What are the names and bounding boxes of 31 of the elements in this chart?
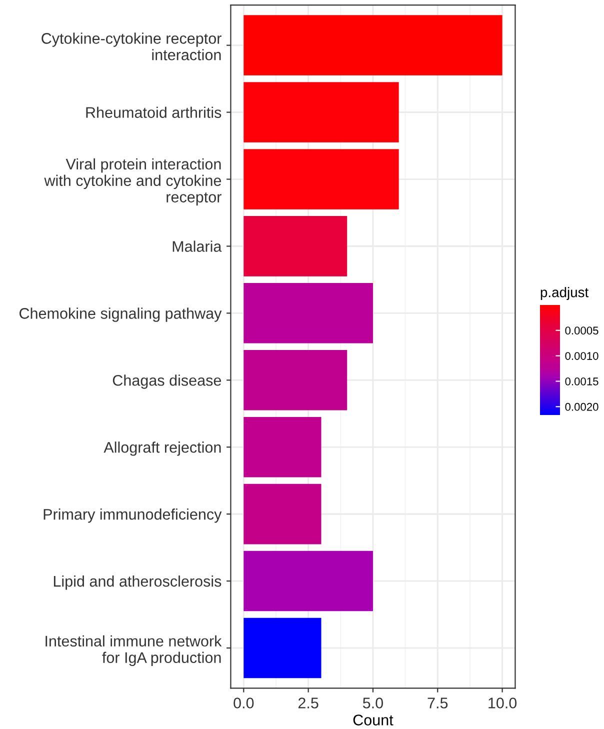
bar bbox=[244, 618, 322, 678]
bar bbox=[244, 216, 348, 276]
y-tick-label: Intestinal immune network for IgA production bbox=[46, 635, 222, 666]
bar bbox=[244, 15, 502, 76]
x-tick-label: 7.5 bbox=[428, 698, 448, 708]
bar bbox=[244, 82, 399, 142]
color-bar-label: 0.0020 bbox=[565, 402, 598, 411]
y-tick-label: Viral protein interaction with cytokine and cytokine receptor bbox=[44, 158, 222, 206]
color-bar-label: 0.0010 bbox=[565, 352, 598, 360]
x-tick-label: 0.0 bbox=[234, 698, 254, 708]
y-tick-label: Rheumatoid arthritis bbox=[86, 106, 222, 118]
bar bbox=[244, 416, 322, 478]
y-tick-label: Cytokine-cytokine receptor interaction bbox=[42, 32, 222, 60]
y-tick-label: Chemokine signaling pathway bbox=[20, 308, 222, 322]
y-tick-label: Malaria bbox=[172, 240, 222, 252]
x-tick-label: 10.0 bbox=[488, 698, 517, 708]
bar bbox=[244, 283, 373, 344]
color-bar-title: p.adjust bbox=[540, 287, 589, 300]
y-tick-label: Allograft rejection bbox=[104, 442, 221, 456]
y-tick-label: Chagas disease bbox=[112, 374, 222, 389]
bar bbox=[244, 149, 399, 210]
color-bar-label: 0.0005 bbox=[565, 326, 598, 335]
x-tick-label: 5.0 bbox=[362, 698, 383, 708]
bar bbox=[244, 550, 373, 612]
y-tick-label: Lipid and atherosclerosis bbox=[54, 575, 222, 590]
x-axis-title: Count bbox=[353, 714, 394, 726]
color-bar-label: 0.0015 bbox=[565, 378, 598, 386]
bar bbox=[244, 350, 348, 410]
bar bbox=[244, 484, 322, 544]
y-tick-label: Primary immunodeficiency bbox=[44, 508, 222, 523]
x-tick-label: 2.5 bbox=[298, 698, 318, 708]
